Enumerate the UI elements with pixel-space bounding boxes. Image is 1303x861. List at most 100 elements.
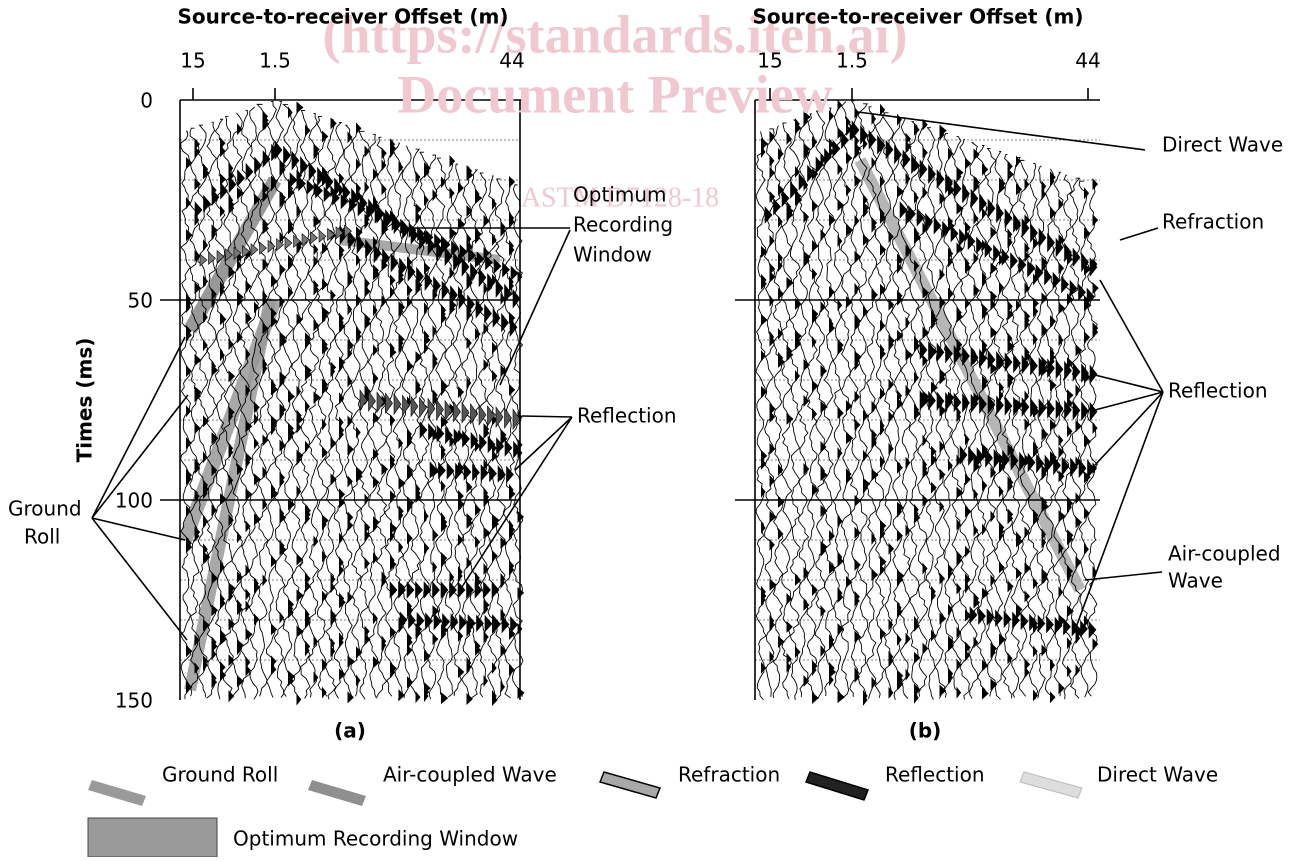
trace-fill [279, 159, 287, 624]
legend-label: Refraction [678, 763, 780, 787]
trace-fill [990, 226, 998, 691]
trace-fill [441, 176, 449, 705]
leader-line [1084, 571, 1163, 581]
trace-fill [854, 106, 862, 683]
trace [248, 106, 260, 700]
trace-fill [922, 118, 930, 655]
x-tick-label: 15 [180, 49, 205, 73]
x-tick-label: 44 [1075, 49, 1100, 73]
trace-fill [432, 189, 440, 646]
trace [350, 127, 362, 697]
trace-fill [973, 148, 981, 649]
annotation: Refraction [1162, 210, 1264, 234]
leader-line [405, 227, 571, 386]
trace-fill [863, 129, 871, 706]
legend-swatch [87, 817, 218, 858]
trace [324, 118, 337, 700]
trace [197, 124, 209, 698]
trace [840, 101, 852, 699]
trace [755, 131, 767, 701]
trace-fill [356, 122, 363, 687]
trace-fill [492, 197, 500, 706]
trace-fill [837, 99, 845, 704]
legend: Ground Roll Air-coupled Wave Refraction … [87, 763, 1218, 858]
trace [788, 119, 801, 701]
trace-fill [245, 248, 253, 677]
trace-fill [1024, 178, 1032, 679]
trace-fill [846, 116, 854, 589]
trace [392, 142, 405, 700]
trace [916, 124, 929, 697]
trace [1044, 168, 1056, 698]
watermark: (https://standards.iteh.ai) [322, 4, 907, 64]
annotation: Air-coupled [1168, 542, 1281, 566]
leader-line [91, 336, 189, 641]
annotation: Direct Wave [1162, 133, 1283, 157]
x-tick-label: 15 [757, 49, 782, 73]
legend-label: Direct Wave [1097, 763, 1218, 787]
event [764, 123, 858, 224]
trace-fill [871, 112, 879, 689]
trace [967, 142, 980, 699]
trace [265, 100, 277, 698]
watermark: Document Preview [397, 64, 832, 124]
caption: (a) [334, 719, 366, 743]
trace-fill [347, 131, 355, 704]
trace-fill [296, 101, 304, 706]
legend-swatch [805, 771, 869, 801]
trace-fill [509, 175, 516, 676]
event [359, 389, 521, 431]
trace [882, 112, 895, 697]
trace-fill [424, 162, 431, 703]
event [399, 611, 518, 634]
event [919, 340, 1098, 385]
event [969, 606, 1097, 639]
x-axis-title: Source-to-receiver Offset (m) [752, 5, 1083, 29]
trace-fill [322, 130, 330, 699]
leader-line [1119, 227, 1159, 241]
trace-fill [956, 166, 964, 699]
event [289, 172, 519, 282]
trace-fill [288, 106, 296, 687]
legend-swatch [88, 780, 146, 806]
trace [993, 151, 1005, 700]
legend-swatch [1019, 771, 1083, 799]
trace-fill [948, 147, 955, 684]
annotation: Roll [24, 525, 60, 549]
x-tick-label: 1.5 [259, 49, 291, 73]
trace-fill [449, 155, 457, 584]
legend-label: Optimum Recording Window [233, 827, 518, 851]
trace-fill [829, 110, 837, 687]
trace [452, 163, 464, 697]
event [429, 461, 514, 484]
trace-fill [203, 163, 211, 672]
annotation: Window [573, 243, 652, 267]
y-tick-label: 150 [115, 689, 153, 713]
trace-fill [880, 103, 887, 640]
trace [857, 103, 869, 700]
trace-fill [364, 145, 372, 646]
overlay [91, 88, 1164, 700]
trace-fill [982, 163, 990, 700]
legend-label: Reflection [885, 763, 985, 787]
trace [333, 121, 345, 699]
trace-fill [194, 138, 202, 675]
trace [874, 109, 886, 698]
trace [316, 116, 328, 697]
trace [925, 127, 937, 700]
trace-fill [517, 270, 525, 699]
trace-fill [897, 113, 905, 690]
event [339, 225, 518, 338]
trace [256, 103, 269, 697]
trace [511, 184, 524, 697]
trace [180, 130, 192, 700]
trace-fill [795, 117, 803, 658]
x-axis-title: Source-to-receiver Offset (m) [177, 5, 508, 29]
trace-fill [254, 193, 262, 626]
trace [502, 181, 515, 699]
trace [290, 107, 303, 700]
trace-fill [1033, 237, 1040, 702]
y-tick-label: 100 [115, 489, 153, 513]
leader-line [1074, 279, 1164, 631]
